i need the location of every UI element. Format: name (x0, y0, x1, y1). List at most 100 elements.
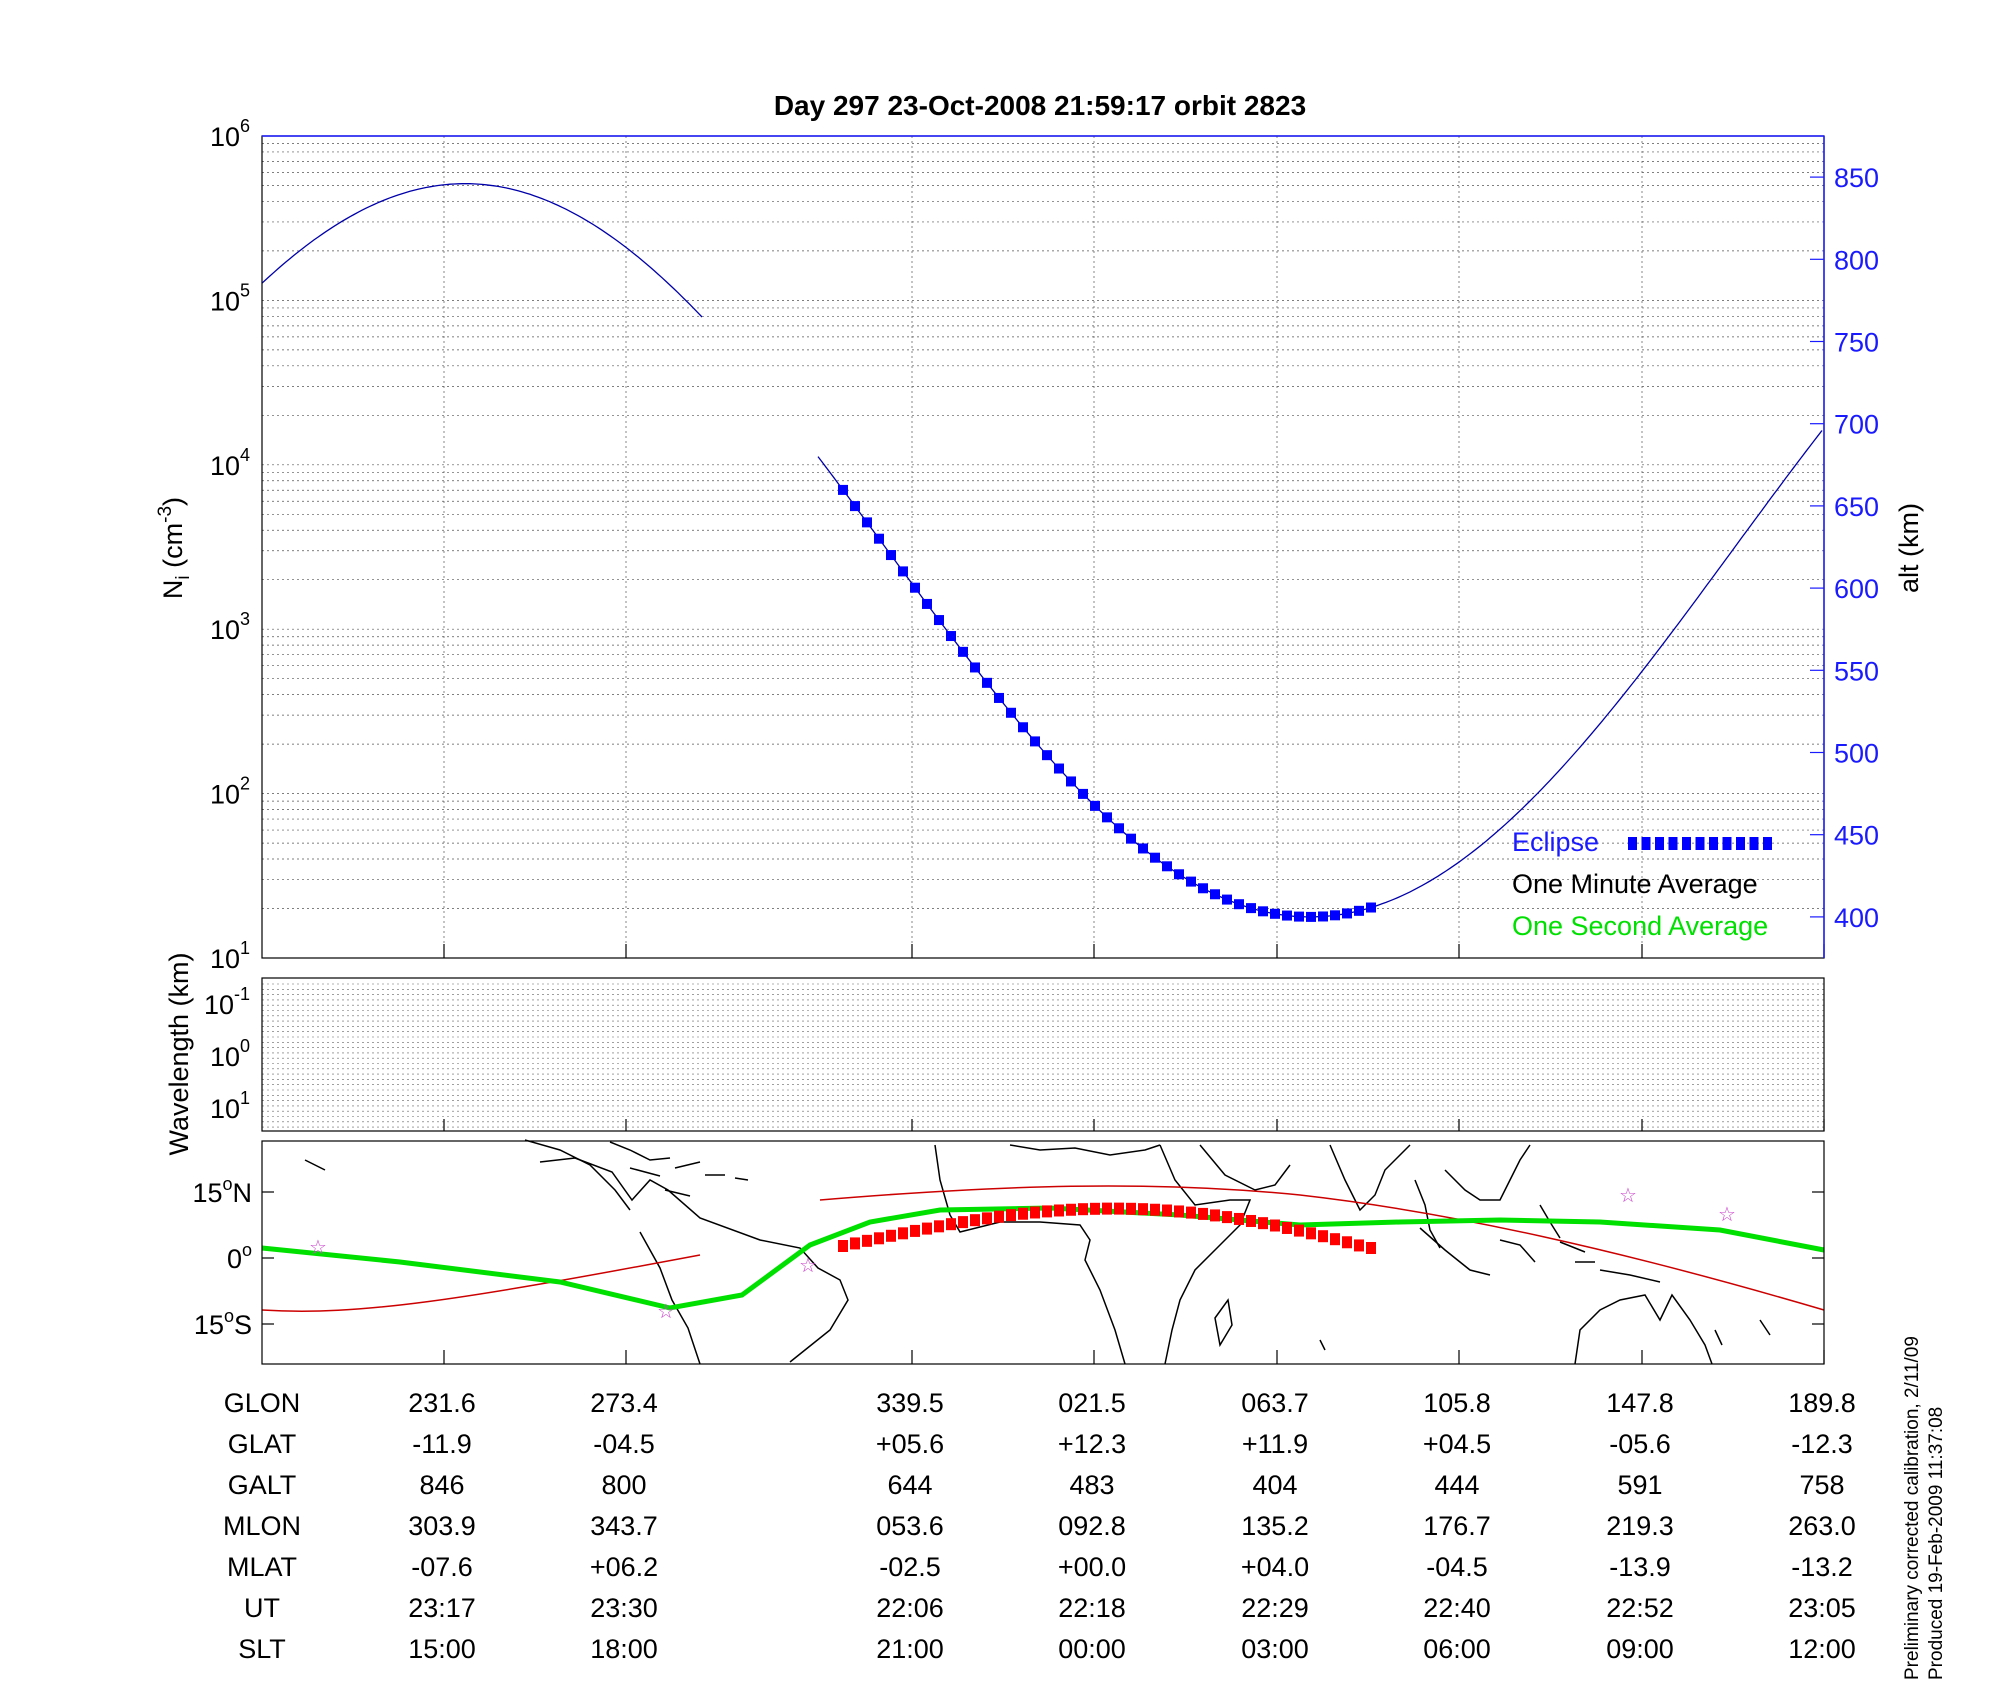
eclipse-marker (1030, 736, 1040, 747)
eclipse-marker (922, 598, 932, 609)
eclipse-marker (994, 692, 1004, 703)
star-icon: ☆ (309, 1237, 327, 1259)
table-cell: 12:00 (1788, 1634, 1856, 1664)
eclipse-track-marker (1162, 1204, 1172, 1217)
eclipse-track-marker (1342, 1236, 1352, 1249)
eclipse-track-marker (1234, 1212, 1244, 1225)
table-cell: -12.3 (1791, 1429, 1853, 1459)
coast-africa-east (1159, 1144, 1252, 1365)
table-cell: -02.5 (879, 1552, 941, 1582)
eclipse-marker (1162, 861, 1172, 872)
altitude-line-segment (261, 183, 703, 318)
eclipse-marker (1042, 750, 1052, 761)
table-row-label: MLAT (227, 1552, 297, 1582)
table-row-label: GLAT (228, 1429, 297, 1459)
eclipse-marker (1222, 894, 1232, 905)
table-cell: -11.9 (412, 1429, 472, 1459)
coast-central-america (524, 1139, 631, 1211)
map-panel: ☆ ☆ ☆ ☆ ☆ 15oN 0o 15oS (192, 1139, 1825, 1365)
density-panel: 101 102 103 104 105 106 400 450 500 550 600 650 700… (155, 116, 1924, 974)
eclipse-track-marker (1114, 1202, 1124, 1215)
y-tick-label: 104 (210, 445, 250, 481)
table-cell: 22:40 (1423, 1593, 1491, 1623)
map-coastlines (304, 1139, 1771, 1365)
eclipse-track-marker (1018, 1207, 1028, 1220)
table-cell: 644 (887, 1470, 932, 1500)
eclipse-marker (1210, 889, 1220, 900)
table-row-label: GALT (228, 1470, 297, 1500)
eclipse-track-marker (850, 1237, 860, 1250)
eclipse-marker (1186, 876, 1196, 887)
alt-tick-label: 600 (1834, 574, 1879, 604)
eclipse-track-marker (898, 1227, 908, 1240)
legend-marker-square (1736, 837, 1745, 850)
alt-tick-label: 800 (1834, 245, 1879, 275)
eclipse-marker (1234, 899, 1244, 910)
eclipse-track-marker (1318, 1230, 1328, 1243)
chart-title: Day 297 23-Oct-2008 21:59:17 orbit 2823 (774, 90, 1306, 121)
table-cell: 06:00 (1423, 1634, 1491, 1664)
eclipse-track-marker (1294, 1224, 1304, 1237)
eclipse-track-marker (1150, 1203, 1160, 1216)
table-cell: 053.6 (876, 1511, 944, 1541)
altitude-curve (261, 183, 1823, 918)
table-cell: +05.6 (876, 1429, 944, 1459)
eclipse-track-marker (1258, 1217, 1268, 1230)
eclipse-marker (1126, 833, 1136, 844)
table-cell: +11.9 (1242, 1429, 1308, 1459)
table-row-label: UT (244, 1593, 280, 1623)
legend-marker-square (1695, 837, 1705, 850)
y-tick-label: 102 (210, 774, 250, 810)
y-tick-label: 105 (210, 280, 250, 316)
density-grid (262, 136, 1825, 959)
eclipse-track-marker (1210, 1209, 1220, 1222)
eclipse-track-marker (1246, 1214, 1256, 1227)
eclipse-track-marker (1282, 1221, 1292, 1234)
eclipse-track-marker (910, 1224, 920, 1237)
legend-marker-square (1628, 837, 1637, 850)
eclipse-marker (1366, 902, 1376, 913)
alt-tick-label: 550 (1834, 656, 1879, 686)
table-cell: +06.2 (590, 1552, 658, 1582)
eclipse-marker (1114, 823, 1124, 834)
legend: Eclipse One Minute Average One Second Av… (1512, 827, 1772, 941)
coast-india (1329, 1144, 1411, 1212)
eclipse-marker (1006, 707, 1016, 718)
eclipse-marker (1342, 908, 1352, 919)
eclipse-marker (1270, 908, 1280, 919)
eclipse-marker (862, 517, 872, 528)
map-x-ticks (443, 1350, 1825, 1364)
eclipse-marker (1246, 903, 1256, 914)
table-cell: 22:29 (1241, 1593, 1309, 1623)
legend-eclipse-label: Eclipse (1512, 827, 1599, 857)
eclipse-track-marker (886, 1229, 896, 1242)
eclipse-markers (838, 484, 1376, 922)
eclipse-marker (1198, 883, 1208, 894)
eclipse-marker (970, 662, 980, 673)
table-cell: 22:52 (1606, 1593, 1674, 1623)
table-cell: 846 (419, 1470, 464, 1500)
map-stars: ☆ ☆ ☆ ☆ ☆ (309, 1185, 1736, 1323)
star-icon: ☆ (1718, 1204, 1736, 1226)
eclipse-marker (1078, 788, 1088, 799)
table-cell: 00:00 (1058, 1634, 1126, 1664)
density-ylabel: Ni (cm-3) (155, 497, 194, 599)
eclipse-marker (1090, 800, 1100, 811)
eclipse-marker (1138, 843, 1148, 854)
wavelength-tick-label: 101 (210, 1088, 250, 1124)
table-cell: 021.5 (1058, 1388, 1126, 1418)
table-cell: 273.4 (590, 1388, 658, 1418)
ephemeris-table: GLON 231.6 273.4 339.5 021.5 063.7 105.8 147.8 1… (223, 1388, 1856, 1664)
legend-marker-square (1682, 837, 1691, 850)
eclipse-track-marker (862, 1234, 872, 1247)
eclipse-track-marker (1090, 1202, 1100, 1215)
produced-note: Produced 19-Feb-2009 11:37:08 (1926, 1407, 1947, 1680)
alt-tick-label: 750 (1834, 328, 1879, 358)
table-cell: 105.8 (1423, 1388, 1491, 1418)
legend-marker-square (1722, 837, 1732, 850)
coast-africa-west (934, 1144, 1126, 1365)
eclipse-track-marker (1126, 1202, 1136, 1215)
eclipse-marker (1282, 910, 1292, 921)
star-icon: ☆ (1619, 1185, 1637, 1207)
